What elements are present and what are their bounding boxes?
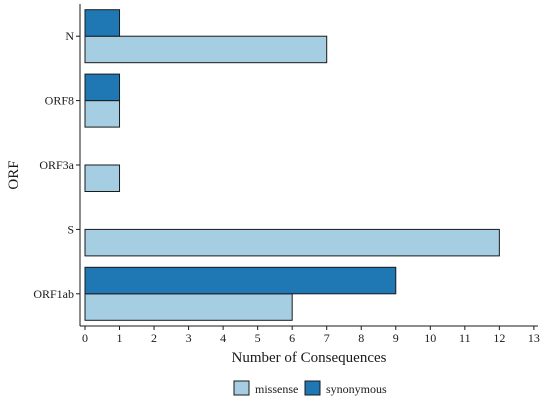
x-axis-title: Number of Consequences bbox=[232, 350, 387, 366]
x-tick-label-2: 2 bbox=[151, 331, 157, 345]
x-tick-label-5: 5 bbox=[255, 331, 261, 345]
x-tick-label-6: 6 bbox=[289, 331, 295, 345]
bar-missense-orf8 bbox=[84, 100, 121, 128]
y-axis-title: ORF bbox=[6, 160, 22, 189]
y-tick-label-orf3a: ORF3a bbox=[39, 158, 74, 172]
x-tick-label-3: 3 bbox=[186, 331, 192, 345]
y-tick-label-n: N bbox=[65, 29, 74, 43]
x-tick-label-10: 10 bbox=[424, 331, 436, 345]
bar-missense-orf1ab bbox=[84, 293, 293, 321]
legend-label-missense: missense bbox=[255, 382, 298, 396]
bar-synonymous-orf1ab bbox=[84, 266, 397, 295]
bar-missense-orf3a bbox=[84, 164, 121, 192]
x-tick-label-12: 12 bbox=[493, 331, 505, 345]
legend: missense synonymous bbox=[233, 380, 387, 396]
x-tick-label-13: 13 bbox=[528, 331, 540, 345]
legend-swatch-synonymous bbox=[304, 380, 321, 396]
x-tick-label-11: 11 bbox=[459, 331, 471, 345]
y-tick-label-orf1ab: ORF1ab bbox=[33, 287, 74, 301]
x-tick-label-1: 1 bbox=[117, 331, 123, 345]
legend-swatch-missense bbox=[233, 380, 250, 396]
bar-synonymous-orf8 bbox=[84, 73, 121, 102]
x-tick-label-4: 4 bbox=[220, 331, 226, 345]
bar-synonymous-n bbox=[84, 9, 121, 37]
bar-missense-n bbox=[84, 35, 328, 64]
y-tick-label-orf8: ORF8 bbox=[45, 94, 74, 108]
x-tick-label-0: 0 bbox=[82, 331, 88, 345]
x-tick-label-7: 7 bbox=[324, 331, 330, 345]
bars-layer bbox=[84, 9, 500, 321]
y-tick-label-s: S bbox=[67, 222, 74, 236]
legend-label-synonymous: synonymous bbox=[326, 382, 387, 396]
x-tick-label-9: 9 bbox=[393, 331, 399, 345]
bar-missense-s bbox=[84, 228, 500, 257]
x-tick-label-8: 8 bbox=[358, 331, 364, 345]
